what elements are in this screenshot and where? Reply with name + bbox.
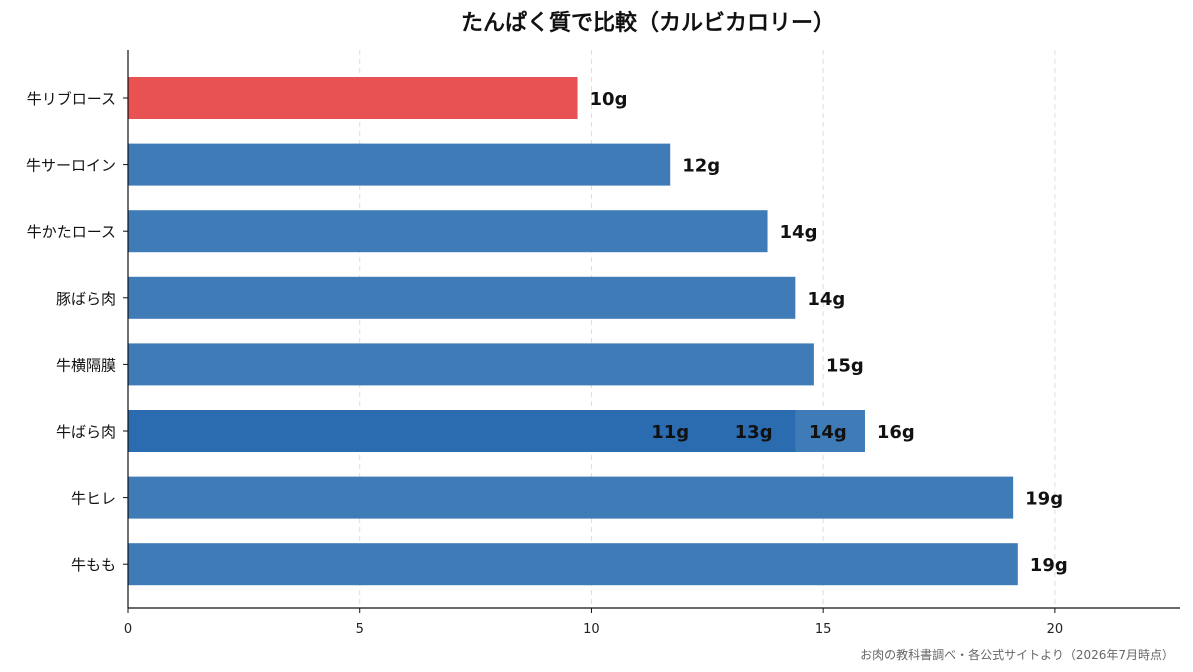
bar-7 [128, 543, 1018, 586]
category-label-4: 牛横隔膜 [56, 356, 116, 374]
bar-0 [128, 77, 578, 119]
bar-1 [128, 143, 671, 186]
value-label-1: 12g [682, 156, 720, 177]
chart-title: たんぱく質で比較（カルビカロリー） [461, 10, 835, 36]
category-label-3: 豚ばら肉 [56, 290, 116, 308]
category-label-5: 牛ばら肉 [56, 423, 116, 441]
x-tick-label-3: 15 [815, 622, 832, 637]
category-label-7: 牛もも [71, 556, 116, 574]
axes: 0 5 10 15 20 [123, 50, 1180, 637]
value-label-6: 19g [1025, 489, 1063, 510]
category-label-6: 牛ヒレ [71, 490, 116, 508]
bar-2 [128, 210, 768, 253]
x-tick-label-0: 0 [124, 622, 132, 637]
x-tick-label-2: 10 [583, 622, 600, 637]
bar-4 [128, 343, 814, 386]
bar-3 [128, 276, 796, 319]
overlay-label-0: 11g [651, 422, 689, 443]
x-tick-label-1: 5 [356, 622, 364, 637]
category-label-0: 牛リブロース [27, 90, 116, 108]
data-labels: 10g 12g 14g 14g 15g 16g 19g 19g 11g 13g 14g [590, 89, 1068, 576]
bar-6 [128, 476, 1014, 519]
overlay-label-2: 14g [809, 422, 847, 443]
value-label-5: 16g [877, 422, 915, 443]
value-label-0: 10g [590, 89, 628, 110]
value-label-3: 14g [807, 289, 845, 310]
bars [128, 77, 1018, 586]
overlay-label-1: 13g [735, 422, 773, 443]
source-note: お肉の教科書調べ・各公式サイトより（2026年7月時点） [860, 647, 1174, 662]
gridlines [359, 50, 1056, 608]
value-label-4: 15g [826, 355, 864, 376]
category-label-1: 牛サーロイン [26, 157, 116, 175]
bar-5 [128, 410, 865, 452]
bar-overlay-segment [795, 410, 865, 452]
category-label-2: 牛かたロース [27, 223, 116, 241]
value-label-7: 19g [1030, 555, 1068, 576]
value-label-2: 14g [780, 222, 818, 243]
x-tick-label-4: 20 [1047, 622, 1064, 637]
